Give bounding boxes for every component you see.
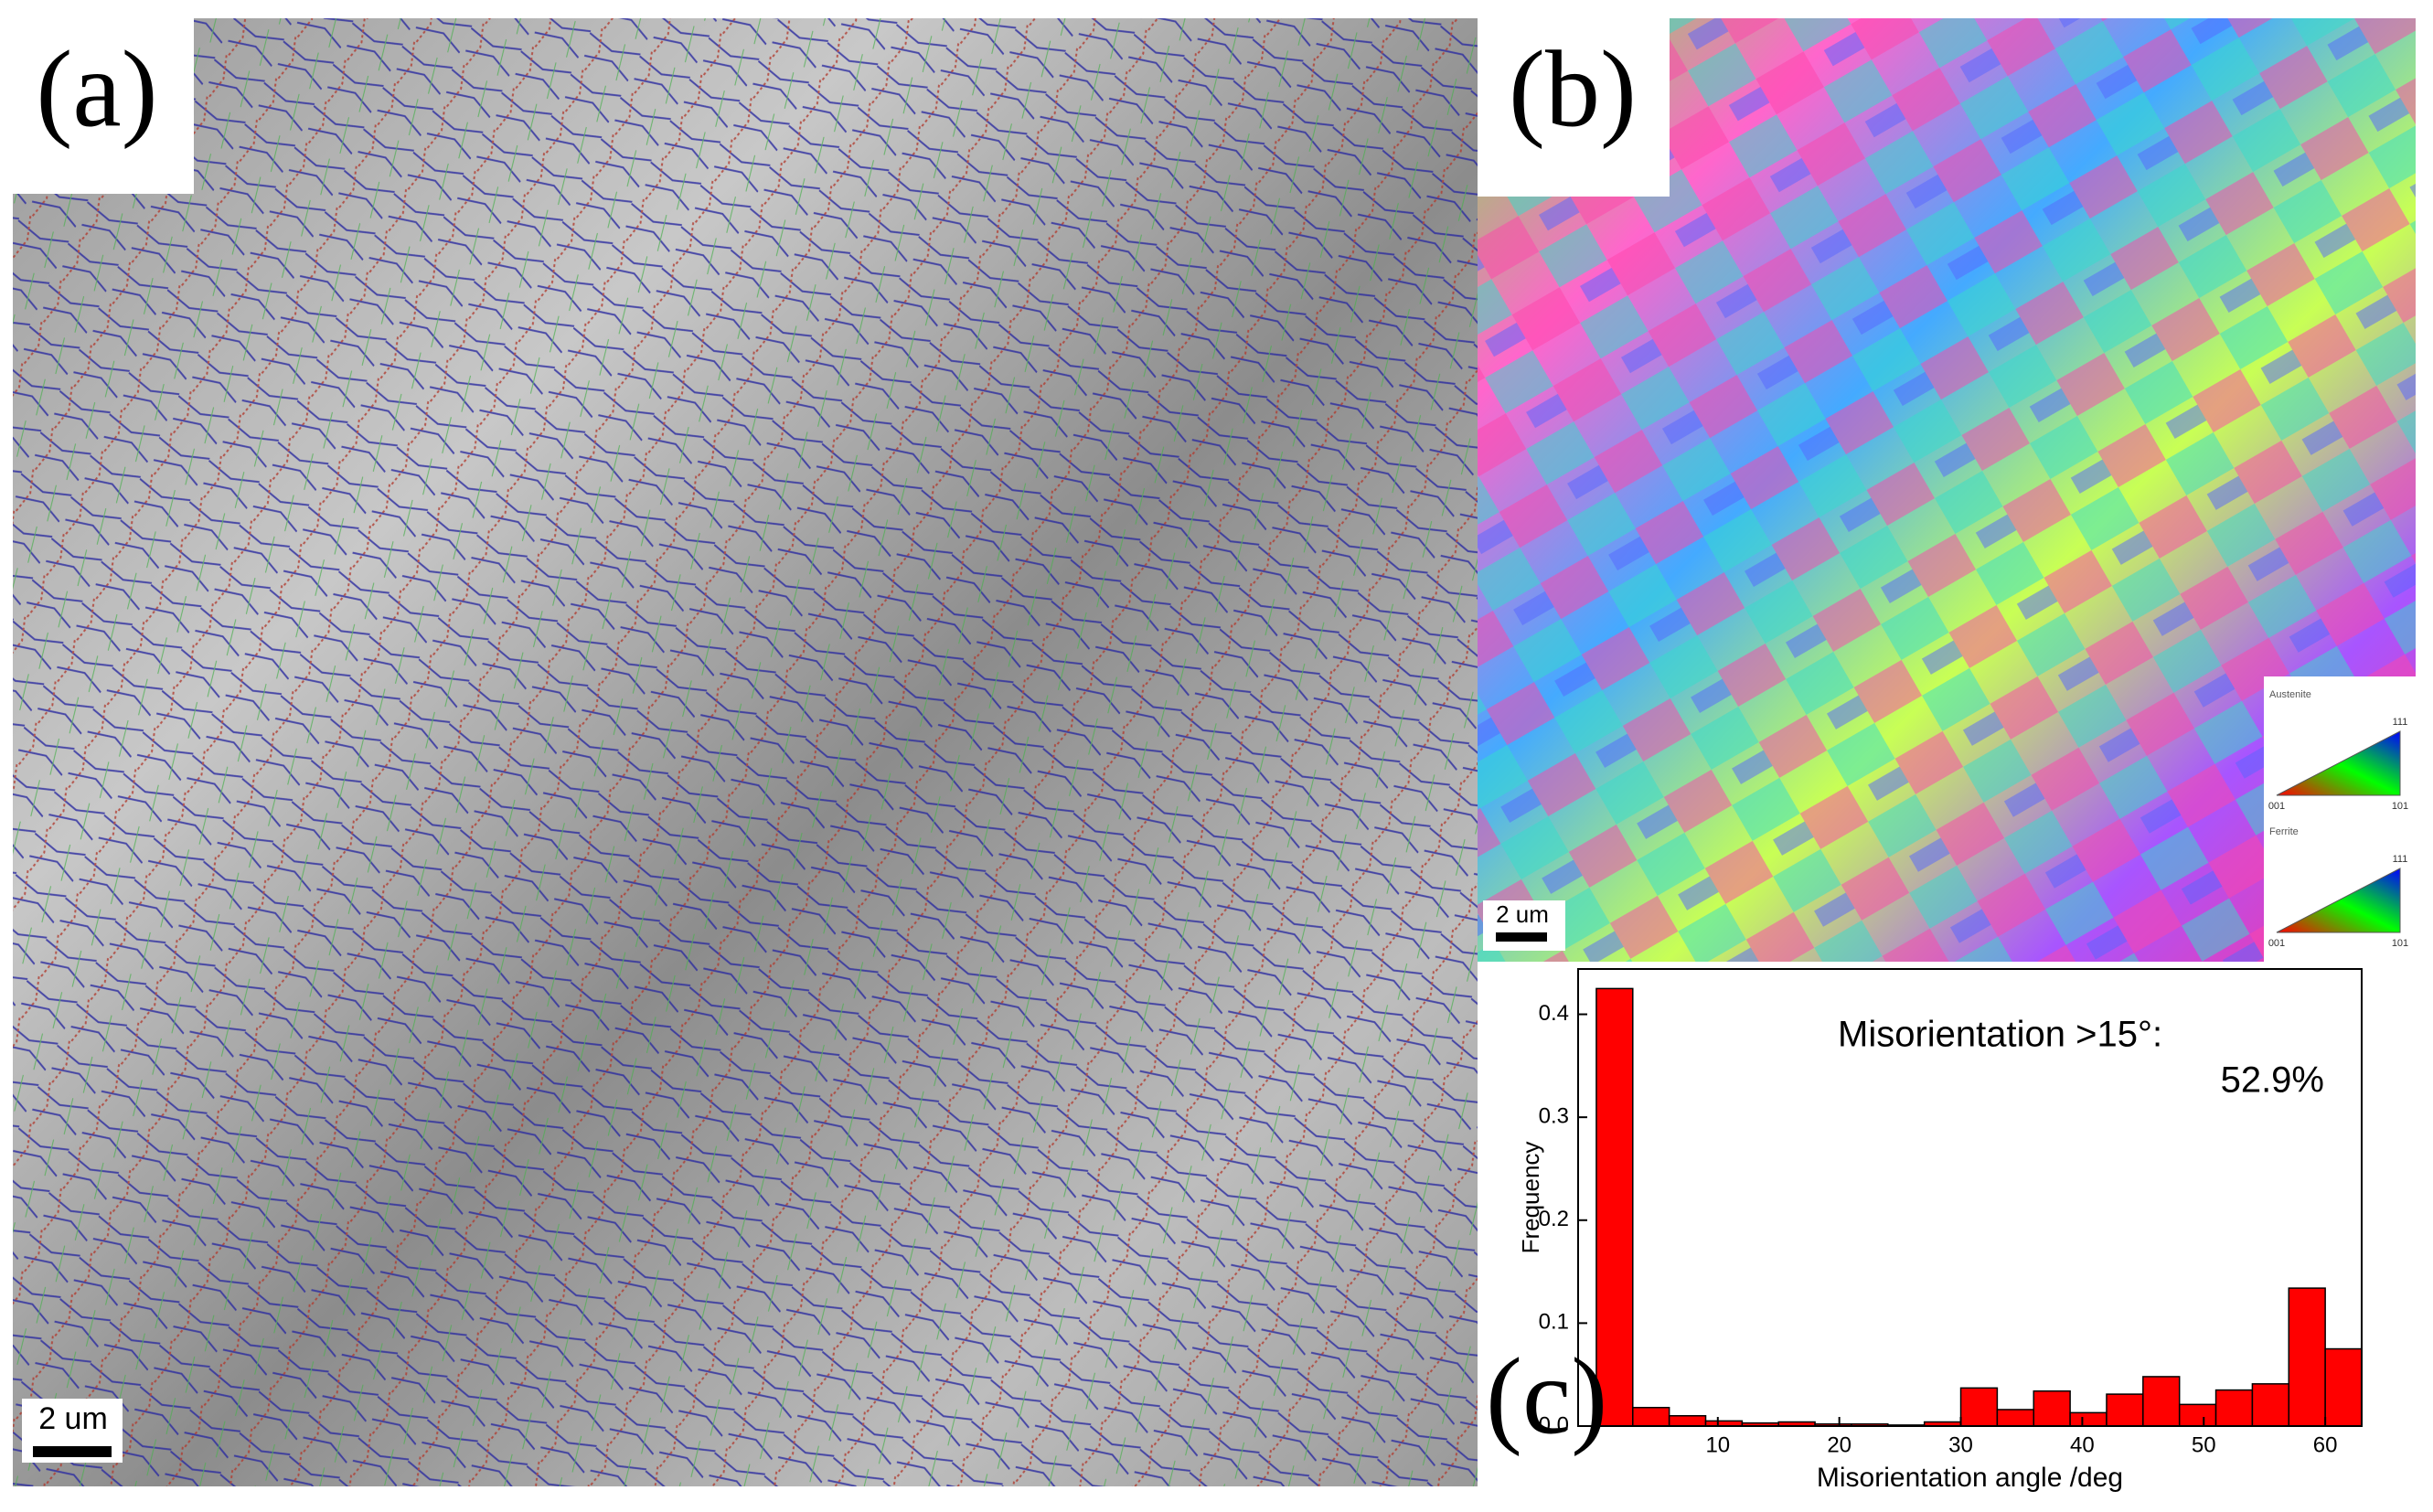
legend-title: Austenite (2269, 689, 2311, 700)
bar (1668, 1414, 1707, 1427)
bar (1996, 1409, 2035, 1427)
bar (1632, 1406, 1670, 1427)
y-tick-label: 0.1 (1539, 1310, 1569, 1335)
x-axis-label: Misorientation angle /deg (1817, 1463, 2123, 1493)
x-tick-label: 40 (2070, 1432, 2095, 1457)
scale-bar (1496, 932, 1547, 942)
bar (2106, 1393, 2144, 1427)
boundary-overlay (13, 18, 1478, 1486)
bar (1595, 987, 1634, 1427)
x-tick-label: 60 (2313, 1432, 2338, 1457)
bar (2069, 1411, 2108, 1427)
scale-label: 2 um (38, 1401, 108, 1436)
bar (2324, 1347, 2363, 1427)
bar (2142, 1376, 2181, 1427)
ipf-legend: Austenite 111 001 101 Ferrite 111 001 101 (2268, 689, 2408, 949)
x-tick-label: 20 (1827, 1432, 1851, 1457)
bar (2214, 1389, 2254, 1427)
x-tick-label: 30 (1948, 1432, 1973, 1457)
scale-bar (33, 1446, 112, 1457)
label-box (1478, 0, 1670, 197)
scale-label: 2 um (1496, 900, 1549, 928)
corner-label: 111 (2393, 717, 2408, 728)
x-tick-label: 10 (1705, 1432, 1730, 1457)
x-tick-label: 50 (2192, 1432, 2216, 1457)
legend-title: Ferrite (2269, 826, 2299, 837)
y-tick-label: 0.0 (1539, 1412, 1569, 1437)
annotation: Misorientation >15°: (1838, 1015, 2162, 1055)
histogram: 0.0 0.1 0.2 0.3 0.4 10 20 30 40 50 60 Misorientatio… (1517, 968, 2363, 1493)
scale-box (1483, 900, 1565, 951)
corner-label: 111 (2393, 854, 2408, 865)
panel-label: (b) (1509, 28, 1637, 150)
label-box (0, 0, 194, 194)
ipf-triangle (2276, 868, 2401, 933)
y-tick-label: 0.2 (1539, 1207, 1569, 1231)
plot-frame (1577, 968, 2363, 1427)
y-tick-label: 0.4 (1539, 1001, 1569, 1026)
bar (2251, 1383, 2290, 1427)
bar (2288, 1287, 2326, 1427)
annotation: 52.9% (2221, 1060, 2324, 1101)
y-tick-label: 0.3 (1539, 1104, 1569, 1129)
corner-label: 101 (2392, 938, 2408, 949)
corner-label: 001 (2268, 801, 2285, 812)
bar (1959, 1387, 1999, 1427)
bar (2178, 1403, 2217, 1427)
corner-label: 001 (2268, 938, 2285, 949)
panel-label: (a) (36, 28, 157, 150)
corner-label: 101 (2392, 801, 2408, 812)
panel-label: (c) (1486, 1336, 1607, 1457)
y-axis-label: Frequency (1517, 1142, 1544, 1254)
bar (2033, 1390, 2071, 1427)
ipf-triangle (2276, 730, 2401, 796)
